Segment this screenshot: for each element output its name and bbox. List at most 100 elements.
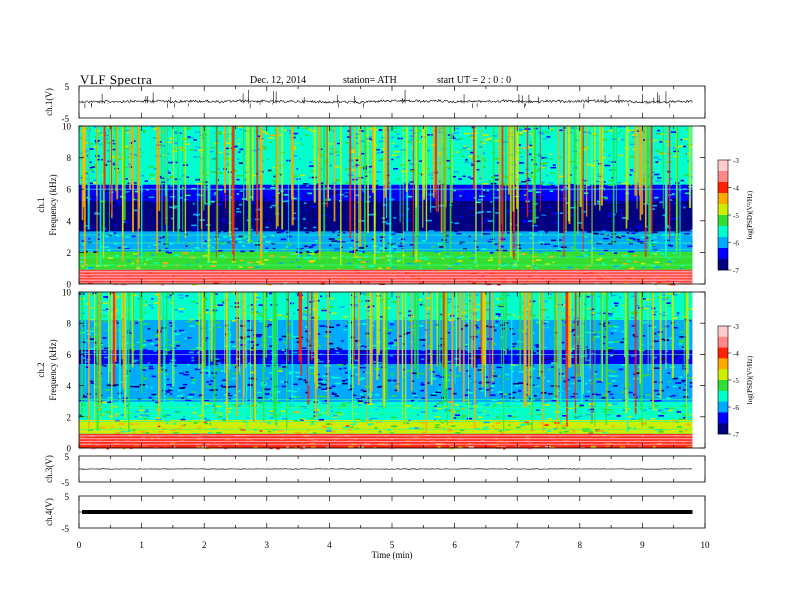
spectrogram-cell: [379, 233, 384, 235]
sferic-streak: [591, 126, 593, 265]
spectrogram-cell: [315, 240, 318, 242]
colorbar-cell: [718, 259, 728, 263]
sferic-streak: [275, 126, 277, 216]
spectrogram-cell: [419, 391, 422, 394]
spectrogram-cell: [483, 404, 489, 406]
spectrogram-cell: [465, 174, 470, 177]
spectrogram-cell: [658, 415, 664, 417]
spectrogram-cell: [170, 261, 175, 264]
spectrogram-cell: [578, 405, 584, 408]
spectrogram-cell: [641, 131, 646, 133]
sferic-streak: [215, 126, 218, 259]
spectrogram-cell: [308, 161, 313, 164]
spectrogram-cell: [282, 354, 286, 357]
spectrogram-cell: [453, 132, 460, 134]
spectrogram-cell: [446, 331, 451, 334]
colorbar-cell: [718, 223, 728, 227]
spectrogram-cell: [145, 414, 150, 417]
spectrogram-cell: [480, 440, 485, 442]
spectrogram-cell: [622, 150, 626, 152]
spectrogram-cell: [515, 221, 519, 224]
spectrogram-cell: [524, 373, 530, 376]
spectrogram-cell: [305, 134, 309, 136]
spectrogram-cell: [185, 127, 191, 129]
spectrogram-cell: [523, 431, 526, 434]
spectrogram-cell: [398, 312, 403, 315]
spectrogram-cell: [86, 329, 89, 332]
spectrogram-cell: [359, 350, 366, 352]
spectrogram-cell: [516, 348, 523, 351]
spectrogram-cell: [525, 150, 528, 153]
spectrogram-cell: [169, 175, 175, 178]
spectrogram-cell: [460, 429, 465, 432]
spectrogram-cell: [679, 430, 683, 433]
spectrogram-cell: [408, 310, 411, 313]
sferic-streak: [136, 126, 138, 193]
spectrogram-cell: [132, 239, 138, 242]
spectrogram-cell: [467, 226, 472, 229]
spectrogram-cell: [677, 409, 680, 412]
spectrogram-cell: [145, 385, 149, 388]
spectrogram-cell: [143, 348, 147, 351]
spectrogram-cell: [491, 177, 494, 179]
spectrogram-cell: [320, 382, 326, 385]
spectrogram-cell: [528, 398, 533, 400]
spectrogram-cell: [654, 261, 660, 264]
spectrogram-cell: [133, 182, 137, 184]
spectrogram-cell: [251, 347, 254, 349]
spectrogram-cell: [630, 170, 635, 173]
spectrogram-band: [79, 253, 693, 256]
spectrogram-cell: [167, 251, 172, 254]
spectrogram-cell: [537, 281, 544, 284]
spectrogram-cell: [476, 332, 480, 334]
spectrogram-cell: [307, 183, 311, 185]
spectrogram-cell: [268, 397, 273, 400]
spectrogram-cell: [269, 255, 275, 257]
spectrogram-cell: [346, 429, 352, 431]
spectrogram-cell: [506, 277, 511, 279]
spectrogram-cell: [533, 225, 537, 228]
spectrogram-cell: [475, 168, 480, 171]
spectrogram-cell: [306, 185, 309, 187]
spectrogram-cell: [328, 164, 333, 167]
spectrogram-cell: [104, 235, 110, 238]
spectrogram-cell: [610, 213, 613, 216]
spectrogram-cell: [497, 375, 501, 378]
spectrogram-cell: [173, 254, 179, 256]
spectrogram-cell: [653, 405, 659, 407]
spectrogram-cell: [654, 356, 658, 358]
spectrogram-cell: [533, 319, 539, 321]
spectrogram-cell: [206, 381, 209, 383]
spectrogram-cell: [310, 252, 315, 255]
spectrogram-cell: [534, 221, 540, 223]
spectrogram-cell: [337, 413, 343, 416]
spectrogram-cell: [245, 414, 251, 417]
spectrogram-cell: [400, 200, 403, 202]
spectrogram-band: [79, 414, 693, 417]
spectrogram-cell: [522, 219, 527, 222]
spectrogram-cell: [153, 350, 158, 352]
spectrogram-cell: [603, 181, 608, 184]
spectrogram-cell: [344, 371, 349, 374]
spectrogram-cell: [678, 342, 683, 345]
spectrogram-cell: [665, 263, 670, 266]
spectrogram-cell: [553, 397, 556, 400]
spectrogram-cell: [213, 217, 218, 219]
spectrogram-cell: [460, 129, 464, 132]
spectrogram-cell: [584, 237, 588, 239]
spectrogram-cell: [460, 149, 463, 152]
spectrogram-cell: [580, 255, 585, 258]
spectrogram-cell: [257, 170, 260, 173]
spectrogram-cell: [239, 258, 243, 261]
spectrogram-cell: [103, 264, 108, 267]
spectrogram-cell: [610, 191, 614, 194]
spectrogram-cell: [212, 231, 216, 234]
spectrogram-cell: [358, 247, 365, 249]
spectrogram-cell: [170, 195, 176, 198]
spectrogram-cell: [397, 380, 404, 382]
spectrogram-cell: [510, 186, 514, 189]
spectrogram-cell: [588, 195, 592, 198]
spectrogram-band: [79, 229, 693, 232]
spectrogram-cell: [345, 141, 349, 144]
spectrogram-cell: [544, 243, 551, 245]
